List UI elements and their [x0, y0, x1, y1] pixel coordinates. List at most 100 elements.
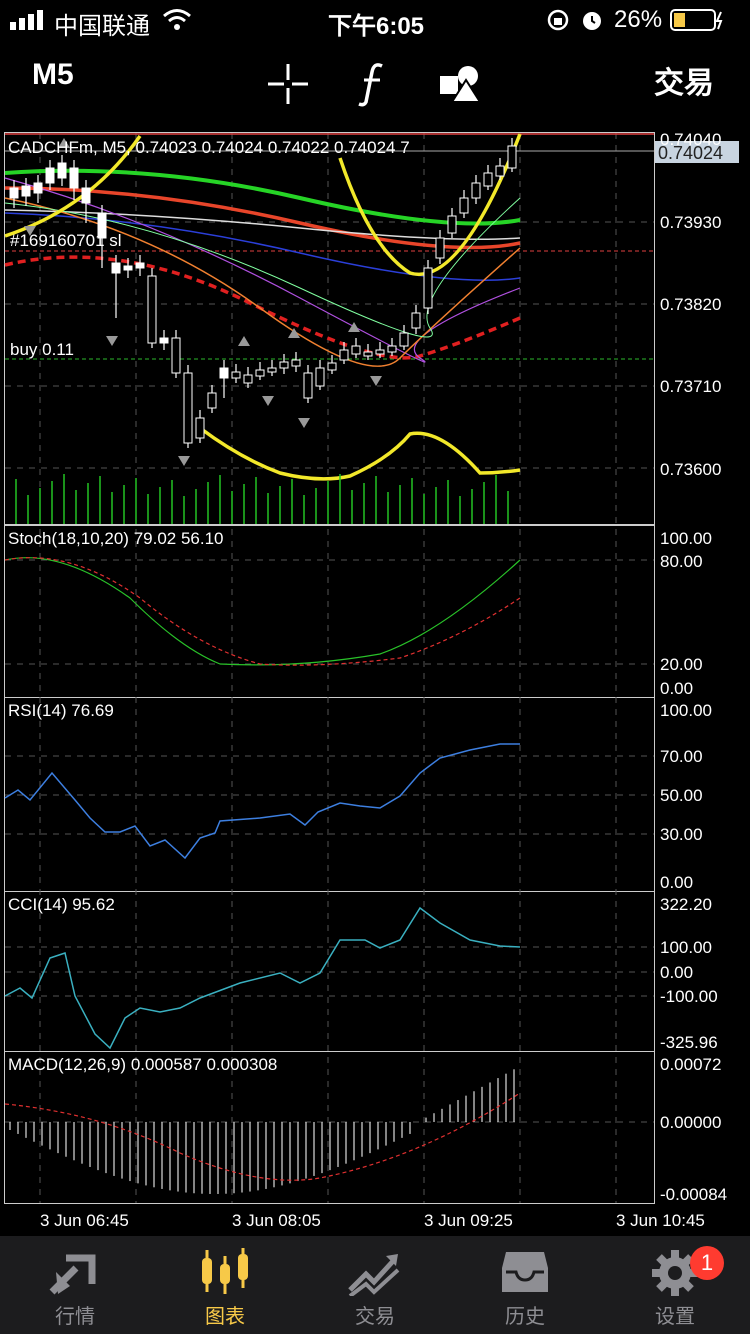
- buy-label: buy 0.11: [10, 340, 74, 359]
- tab-label: 交易: [355, 1306, 395, 1328]
- stoch-lines: [4, 557, 521, 666]
- price-tick: 0.73930: [660, 213, 721, 232]
- candle-body: [399, 332, 409, 347]
- candle-body: [459, 197, 469, 214]
- bottom-nav: 行情 图表 交易 历史 设置: [0, 1236, 750, 1334]
- candle-body: [123, 265, 133, 271]
- fractal-arrows: [24, 138, 382, 466]
- cci-line: [4, 906, 521, 1050]
- tab-chart[interactable]: 图表: [150, 1236, 300, 1334]
- rotation-lock-icon: [547, 9, 569, 31]
- candle-body: [207, 392, 217, 409]
- candle-body: [363, 351, 373, 357]
- candle-body: [219, 367, 229, 379]
- main-chart-title: CADCHFm, M5, 0.74023 0.74024 0.74022 0.7…: [8, 138, 410, 157]
- notification-badge: 1: [690, 1246, 724, 1280]
- cci-tick: -325.96: [660, 1033, 718, 1052]
- stoch-tick: 0.00: [660, 679, 693, 698]
- candle-body: [159, 337, 169, 344]
- cci-tick: 0.00: [660, 963, 693, 982]
- horizontal-grid: [5, 221, 654, 1123]
- cci-tick: 100.00: [660, 938, 712, 957]
- price-tick: 0.73820: [660, 295, 721, 314]
- settings-icon: [652, 1250, 698, 1296]
- rsi-tick: 100.00: [660, 701, 712, 720]
- function-icon[interactable]: [356, 60, 390, 108]
- tab-history[interactable]: 历史: [450, 1236, 600, 1334]
- cci-tick: -100.00: [660, 987, 718, 1006]
- tab-settings[interactable]: 设置: [600, 1236, 750, 1334]
- candle-body: [147, 275, 157, 344]
- carrier-name: 中国联通: [54, 13, 150, 40]
- wifi-icon: [163, 9, 191, 30]
- candle-body: [315, 367, 325, 387]
- candle-body: [351, 345, 361, 355]
- trade-icon: [348, 1254, 400, 1296]
- chart-area[interactable]: CADCHFm, M5, 0.74023 0.74024 0.74022 0.7…: [0, 128, 750, 1236]
- tab-label: 历史: [505, 1306, 545, 1328]
- macd-signal-line: [4, 1092, 521, 1181]
- trade-button[interactable]: 交易: [654, 67, 714, 100]
- candle-body: [327, 362, 337, 371]
- candle-body: [45, 167, 55, 184]
- macd-tick: -0.00084: [660, 1185, 727, 1204]
- candle-body: [279, 361, 289, 369]
- rsi-tick: 30.00: [660, 825, 703, 844]
- candle-body: [411, 312, 421, 329]
- bollinger-bands: [4, 133, 522, 481]
- current-price-label: 0.74024: [658, 143, 723, 163]
- macd-tick: 0.00072: [660, 1055, 721, 1074]
- alarm-icon: [583, 12, 601, 30]
- candle-body: [69, 167, 79, 189]
- vertical-grid: [39, 133, 617, 1203]
- stoch-tick: 100.00: [660, 529, 712, 548]
- chart-toolbar: M5 交易: [0, 40, 750, 130]
- timeframe-button[interactable]: M5: [32, 58, 74, 91]
- tab-quotes[interactable]: 行情: [0, 1236, 150, 1334]
- time-tick: 3 Jun 06:45: [40, 1211, 129, 1230]
- candlesticks: [9, 138, 517, 448]
- tab-label: 图表: [205, 1306, 245, 1328]
- candle-body: [471, 182, 481, 199]
- candle-body: [33, 182, 43, 194]
- current-price-box: [655, 141, 739, 163]
- quotes-icon: [49, 1254, 96, 1295]
- status-bar: 中国联通 下午6:05 26%: [0, 0, 750, 40]
- crosshair-icon[interactable]: [266, 62, 310, 106]
- rsi-tick: 50.00: [660, 786, 703, 805]
- history-icon: [502, 1252, 548, 1292]
- candle-body: [423, 267, 433, 309]
- cci-tick: 322.20: [660, 895, 712, 914]
- objects-icon[interactable]: [438, 64, 484, 104]
- time-tick: 3 Jun 08:05: [232, 1211, 321, 1230]
- candle-body: [303, 372, 313, 399]
- signal-icon: [10, 10, 43, 30]
- candle-body: [21, 185, 31, 197]
- tab-trade[interactable]: 交易: [300, 1236, 450, 1334]
- candle-body: [9, 187, 19, 199]
- battery-percent: 26%: [614, 6, 663, 33]
- candle-body: [291, 359, 301, 367]
- candle-body: [97, 212, 107, 239]
- chart-icon: [202, 1248, 248, 1294]
- candle-body: [135, 262, 145, 269]
- candle-body: [111, 262, 121, 274]
- stoch-title: Stoch(18,10,20) 79.02 56.10: [8, 529, 224, 548]
- candle-body: [81, 187, 91, 204]
- candle-body: [339, 349, 349, 361]
- candle-body: [57, 162, 67, 179]
- battery-icon: [670, 9, 723, 31]
- candle-body: [183, 372, 193, 444]
- order-label: #169160701 sl: [10, 231, 122, 250]
- macd-tick: 0.00000: [660, 1113, 721, 1132]
- candle-body: [483, 172, 493, 187]
- cci-title: CCI(14) 95.62: [8, 895, 115, 914]
- macd-histogram: [9, 1069, 515, 1194]
- candle-body: [255, 369, 265, 377]
- time-tick: 3 Jun 09:25: [424, 1211, 513, 1230]
- candle-body: [387, 345, 397, 353]
- stoch-pane: [4, 525, 655, 698]
- candle-body: [171, 337, 181, 374]
- rsi-tick: 70.00: [660, 747, 703, 766]
- price-tick: 0.73710: [660, 377, 721, 396]
